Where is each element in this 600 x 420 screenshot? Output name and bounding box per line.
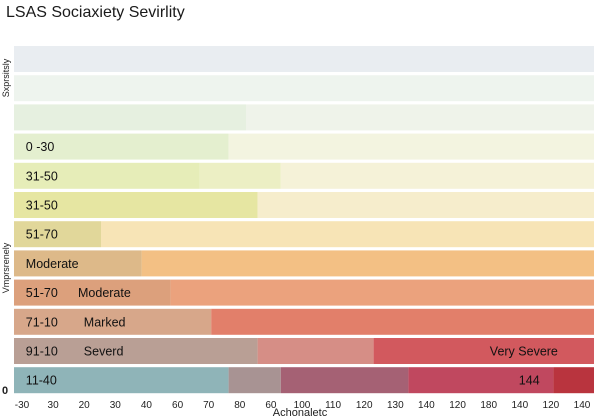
band-10-label-1: Severd (84, 345, 124, 359)
severity-band-7: Moderate (14, 250, 594, 277)
severity-band-0 (14, 46, 594, 72)
band-5-segment-1 (257, 192, 594, 218)
band-2-segment-0 (14, 104, 246, 131)
band-1-segment-0 (14, 75, 594, 102)
x-tick-label: 120 (543, 400, 560, 411)
band-3-segment-1 (228, 133, 594, 160)
x-tick-label: 20 (79, 400, 91, 411)
x-tick-label: 40 (141, 400, 153, 411)
severity-band-9: 71-10 Marked (14, 308, 594, 335)
band-6-label-0: 51-70 (26, 228, 58, 242)
x-tick-label: 120 (356, 400, 373, 411)
severity-band-1 (14, 75, 594, 102)
band-11-segment-4 (553, 367, 594, 394)
band-10-segment-1 (257, 338, 374, 364)
band-11-segment-0 (14, 367, 229, 394)
severity-band-6: 51-70 (14, 221, 594, 248)
x-tick-label: 100 (294, 400, 311, 411)
x-tick-label: 120 (449, 400, 466, 411)
band-11-label-0: 11-40 (26, 374, 57, 388)
x-tick-label: 80 (234, 400, 246, 411)
band-10-label-2: Very Severe (490, 345, 558, 359)
band-8-segment-1 (170, 279, 594, 306)
band-2-segment-1 (246, 104, 594, 131)
x-tick-label: 60 (265, 400, 277, 411)
severity-band-11: 11-40 144 (14, 367, 594, 394)
band-3-segment-0 (14, 133, 229, 160)
band-4-segment-2 (280, 162, 594, 189)
severity-band-5: 31-50 (14, 192, 594, 218)
band-10-segment-0 (14, 338, 258, 364)
x-tick-label: 30 (110, 400, 122, 411)
x-tick-label: 110 (325, 400, 341, 411)
band-5-segment-0 (14, 192, 258, 218)
band-0-segment-0 (14, 46, 594, 72)
band-6-segment-0 (14, 221, 101, 248)
chart-title: LSAS Sociaxiety Sevirlity (6, 4, 185, 21)
band-7-segment-1 (141, 250, 594, 277)
severity-band-8: 51-70 Moderate (14, 279, 594, 306)
x-axis-title: Achonaletc (273, 407, 328, 419)
zero-label: 0 (2, 385, 8, 397)
x-tick-label: 60 (172, 400, 184, 411)
severity-band-10: 91-10 Severd Very Severe (14, 338, 594, 364)
band-layer: 0 -30 31-50 31-50 51-70 Moderate 51-70 Moderat… (14, 46, 594, 394)
band-7-label-0: Moderate (26, 257, 79, 271)
band-11-segment-2 (280, 367, 409, 394)
band-4-segment-1 (199, 162, 281, 189)
x-tick-label: 140 (418, 400, 435, 411)
y-axis-label-middle: Vmprsrenely (1, 242, 11, 293)
x-tick-label: 130 (387, 400, 404, 411)
band-11-label-1: 144 (519, 374, 540, 388)
band-10-label-0: 91-10 (26, 345, 58, 359)
band-9-segment-0 (14, 308, 212, 335)
band-4-label-0: 31-50 (26, 169, 58, 183)
band-11-segment-1 (228, 367, 281, 394)
x-axis: -30 30 20 30 40 60 70 80 60 100 110 120 130 140 120 180… (15, 400, 591, 411)
band-9-label-0: 71-10 (26, 315, 58, 329)
x-tick-label: 140 (511, 400, 528, 411)
band-8-label-0: 51-70 (26, 286, 58, 300)
band-3-label-0: 0 -30 (26, 140, 55, 154)
x-tick-label: 180 (480, 400, 497, 411)
x-tick-label: 70 (203, 400, 215, 411)
band-11-segment-3 (408, 367, 554, 394)
band-9-label-1: Marked (84, 315, 126, 329)
band-6-segment-1 (101, 221, 594, 248)
severity-band-4: 31-50 (14, 162, 594, 189)
x-tick-label: 30 (48, 400, 60, 411)
band-9-segment-1 (211, 308, 594, 335)
severity-band-3: 0 -30 (14, 133, 594, 160)
severity-band-2 (14, 104, 594, 131)
band-4-segment-0 (14, 162, 200, 189)
band-10-segment-2 (373, 338, 594, 364)
band-8-label-1: Moderate (78, 286, 131, 300)
band-5-label-0: 31-50 (26, 199, 58, 213)
band-8-segment-0 (14, 279, 171, 306)
x-tick-label: -30 (15, 400, 30, 411)
x-tick-label: 140 (574, 400, 591, 411)
band-7-segment-0 (14, 250, 142, 277)
y-axis-label-top: Sxprsitsly (1, 58, 11, 97)
